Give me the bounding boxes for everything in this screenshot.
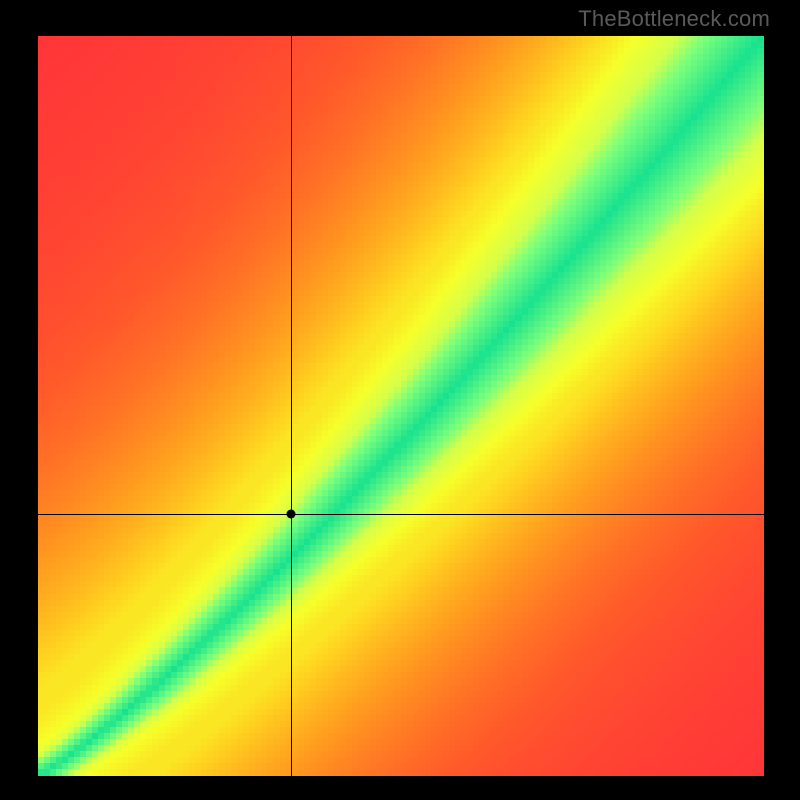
chart-container: { "watermark": { "text": "TheBottleneck.… [0,0,800,800]
crosshair-marker-dot [287,510,296,519]
bottleneck-heatmap [38,36,764,776]
watermark-text: TheBottleneck.com [578,6,770,32]
